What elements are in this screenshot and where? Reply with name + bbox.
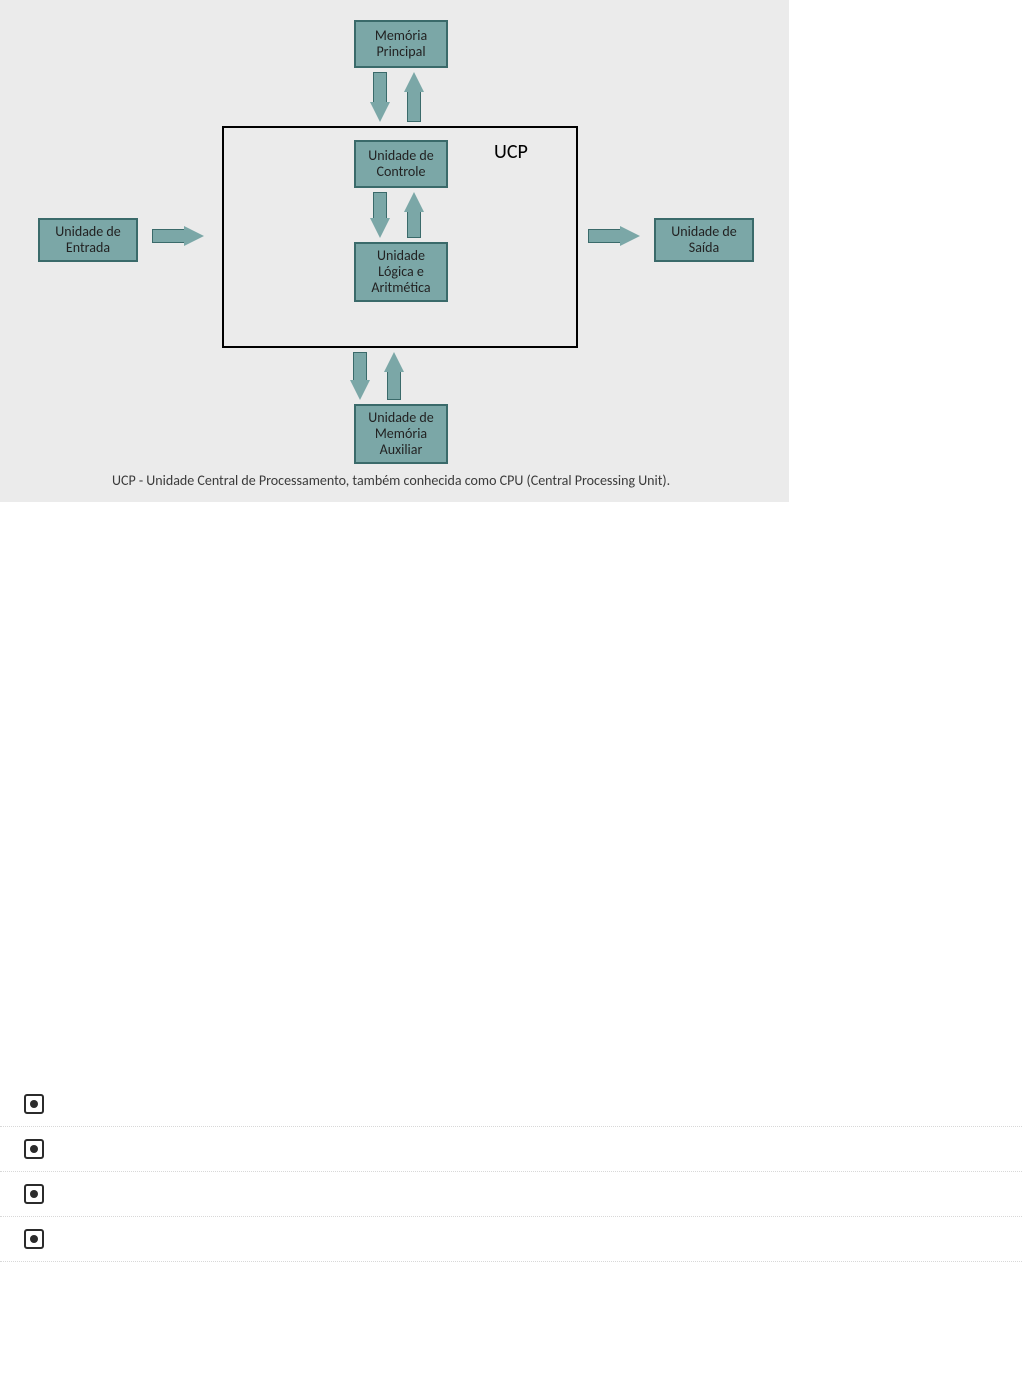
arrow-uc-ula-up (404, 192, 424, 238)
radio-icon[interactable] (24, 1139, 44, 1159)
node-mem-aux: Unidade de Memória Auxiliar (354, 404, 448, 464)
node-ula: Unidade Lógica e Aritmética (354, 242, 448, 302)
arrow-ucp-to-saida (588, 226, 640, 246)
ucp-label: UCP (494, 140, 528, 164)
node-saida: Unidade de Saída (654, 218, 754, 262)
arrow-ucp-aux-down (350, 352, 370, 400)
arrow-uc-ula-down (370, 192, 390, 238)
option-row-1[interactable] (0, 1127, 1022, 1172)
arrow-entrada-to-ucp (152, 226, 204, 246)
option-row-3[interactable] (0, 1217, 1022, 1262)
diagram-panel: UCP Memória Principal Unidade de Controle… (0, 0, 789, 502)
options-list (0, 1082, 1022, 1262)
diagram-caption: UCP - Unidade Central de Processamento, … (112, 472, 670, 489)
radio-icon[interactable] (24, 1184, 44, 1204)
arrow-mem-ucp-up (404, 72, 424, 122)
node-mem-principal: Memória Principal (354, 20, 448, 68)
node-entrada: Unidade de Entrada (38, 218, 138, 262)
option-row-2[interactable] (0, 1172, 1022, 1217)
radio-icon[interactable] (24, 1229, 44, 1249)
node-uc: Unidade de Controle (354, 140, 448, 188)
option-row-0[interactable] (0, 1082, 1022, 1127)
radio-icon[interactable] (24, 1094, 44, 1114)
arrow-ucp-aux-up (384, 352, 404, 400)
arrow-mem-ucp-down (370, 72, 390, 122)
